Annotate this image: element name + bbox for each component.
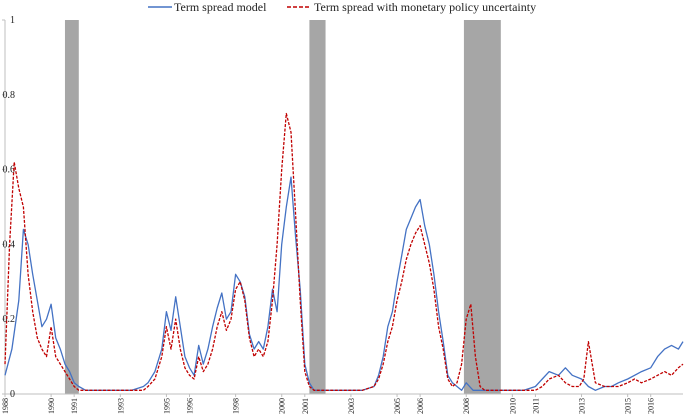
x-tick-label-9: 2003 xyxy=(347,398,356,414)
x-tick-label-14: 2011 xyxy=(531,398,540,414)
y-tick-label-2: 0.4 xyxy=(3,239,16,250)
x-tick-label-5: 1996 xyxy=(185,398,194,414)
legend-label-series-1: Term spread with monetary policy uncerta… xyxy=(314,0,536,14)
y-ticks: 0 0.2 0.4 0.6 0.8 1 xyxy=(2,15,15,400)
x-ticks: 1988 1990 1991 1993 1995 1996 1998 2000 2001 2003… xyxy=(1,394,656,414)
axes xyxy=(4,20,683,395)
x-tick-label-4: 1995 xyxy=(162,398,171,414)
legend-label-series-0: Term spread model xyxy=(174,0,267,14)
x-tick-label-8: 2001 xyxy=(301,398,310,414)
legend: Term spread model Term spread with monet… xyxy=(148,0,536,14)
x-tick-label-1: 1990 xyxy=(47,398,56,414)
x-tick-label-10: 2005 xyxy=(393,398,402,414)
y-tick-label-0: 0 xyxy=(10,389,15,400)
x-tick-label-0: 1988 xyxy=(1,398,10,414)
x-tick-label-17: 2016 xyxy=(647,398,656,414)
x-tick-label-11: 2006 xyxy=(416,398,425,414)
y-tick-label-5: 1 xyxy=(10,15,15,26)
x-tick-label-16: 2015 xyxy=(624,398,633,414)
recession-band-0 xyxy=(64,20,79,394)
y-tick-label-4: 0.8 xyxy=(3,90,16,101)
x-tick-label-13: 2010 xyxy=(508,398,517,414)
x-tick-label-2: 1991 xyxy=(70,398,79,414)
x-tick-label-12: 2008 xyxy=(462,398,471,414)
y-tick-label-3: 0.6 xyxy=(3,165,16,176)
y-tick-label-1: 0.2 xyxy=(3,314,16,325)
series-line-1 xyxy=(4,112,684,391)
x-tick-label-3: 1993 xyxy=(116,398,125,414)
recession-band-1 xyxy=(309,20,326,394)
x-tick-label-15: 2013 xyxy=(578,398,587,414)
x-tick-label-7: 2000 xyxy=(278,398,287,414)
series-line-0 xyxy=(4,176,684,391)
series xyxy=(4,112,684,391)
recession-band-2 xyxy=(463,20,501,394)
recession-bands xyxy=(64,20,501,394)
x-tick-label-6: 1998 xyxy=(232,398,241,414)
